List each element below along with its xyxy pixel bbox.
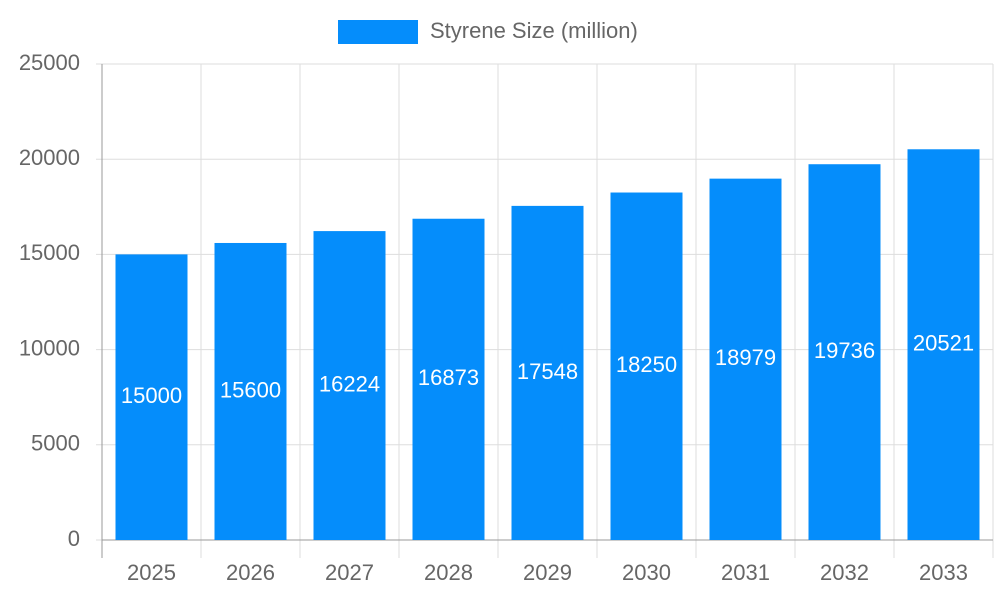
bar: [907, 149, 980, 541]
x-tick-label: 2033: [919, 560, 968, 585]
x-tick-label: 2031: [721, 560, 770, 585]
y-tick-label: 15000: [19, 240, 80, 265]
value-label: 20521: [913, 330, 974, 355]
bar: [115, 254, 188, 540]
y-tick-label: 0: [68, 526, 80, 551]
bar: [709, 178, 782, 541]
x-tick-label: 2025: [127, 560, 176, 585]
bar: [214, 242, 287, 540]
y-tick-label: 10000: [19, 335, 80, 360]
x-tick-label: 2029: [523, 560, 572, 585]
value-label: 19736: [814, 338, 875, 363]
value-label: 18250: [616, 352, 677, 377]
value-label: 17548: [517, 359, 578, 384]
value-label: 16873: [418, 365, 479, 390]
value-label: 15000: [121, 383, 182, 408]
y-tick-label: 5000: [31, 431, 80, 456]
legend-label: Styrene Size (million): [430, 18, 638, 43]
bar: [313, 231, 386, 541]
y-tick-label: 25000: [19, 50, 80, 75]
value-label: 18979: [715, 345, 776, 370]
value-label: 16224: [319, 371, 380, 396]
x-tick-label: 2032: [820, 560, 869, 585]
bar: [610, 192, 683, 540]
x-tick-label: 2026: [226, 560, 275, 585]
y-tick-label: 20000: [19, 145, 80, 170]
legend-swatch: [338, 20, 418, 44]
x-tick-label: 2030: [622, 560, 671, 585]
x-tick-label: 2027: [325, 560, 374, 585]
bar: [808, 164, 881, 540]
value-label: 15600: [220, 377, 281, 402]
bar: [412, 218, 485, 540]
bar: [511, 205, 584, 540]
x-tick-label: 2028: [424, 560, 473, 585]
